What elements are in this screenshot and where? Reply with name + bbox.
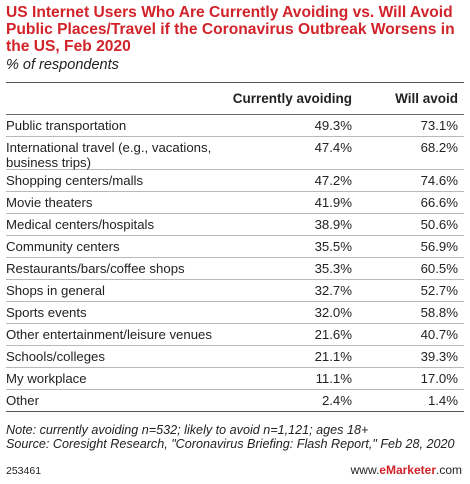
currently-avoiding-value: 21.6% bbox=[314, 327, 352, 342]
table-header: Currently avoiding Will avoid bbox=[6, 87, 464, 115]
table-row: Medical centers/hospitals 38.9% 50.6% bbox=[6, 214, 464, 236]
table-row: Shops in general 32.7% 52.7% bbox=[6, 280, 464, 302]
table-row: Movie theaters 41.9% 66.6% bbox=[6, 192, 464, 214]
will-avoid-value: 56.9% bbox=[420, 239, 458, 254]
table-row: Other 2.4% 1.4% bbox=[6, 390, 464, 412]
currently-avoiding-value: 32.0% bbox=[314, 305, 352, 320]
brand-suffix: .com bbox=[435, 463, 462, 477]
row-label: Other entertainment/leisure venues bbox=[6, 327, 212, 342]
currently-avoiding-value: 47.2% bbox=[314, 173, 352, 188]
will-avoid-value: 52.7% bbox=[420, 283, 458, 298]
row-label: Sports events bbox=[6, 305, 87, 320]
currently-avoiding-value: 49.3% bbox=[314, 118, 352, 133]
chart-subtitle: % of respondents bbox=[6, 57, 119, 73]
chart-title: US Internet Users Who Are Currently Avoi… bbox=[6, 4, 455, 55]
table-row: My workplace 11.1% 17.0% bbox=[6, 368, 464, 390]
will-avoid-value: 68.2% bbox=[420, 140, 458, 155]
row-label: Shopping centers/malls bbox=[6, 173, 144, 188]
row-label: Shops in general bbox=[6, 283, 105, 298]
row-label: Community centers bbox=[6, 239, 120, 254]
currently-avoiding-value: 2.4% bbox=[321, 393, 352, 408]
header-currently-avoiding: Currently avoiding bbox=[232, 91, 352, 106]
chart-id: 253461 bbox=[6, 465, 42, 477]
header-will-avoid: Will avoid bbox=[395, 91, 458, 106]
row-label: Other bbox=[6, 393, 39, 408]
will-avoid-value: 39.3% bbox=[420, 349, 458, 364]
will-avoid-value: 60.5% bbox=[420, 261, 458, 276]
will-avoid-value: 17.0% bbox=[420, 371, 458, 386]
row-label: Movie theaters bbox=[6, 195, 93, 210]
row-label: Schools/colleges bbox=[6, 349, 105, 364]
row-label: International travel (e.g., vacations, b… bbox=[6, 140, 212, 170]
row-label: Public transportation bbox=[6, 118, 127, 133]
currently-avoiding-value: 11.1% bbox=[315, 371, 352, 386]
table-row: Public transportation 49.3% 73.1% bbox=[6, 115, 464, 137]
brand-prefix: www. bbox=[350, 463, 380, 477]
will-avoid-value: 73.1% bbox=[420, 118, 458, 133]
will-avoid-value: 66.6% bbox=[420, 195, 458, 210]
currently-avoiding-value: 21.1% bbox=[314, 349, 352, 364]
data-table: Currently avoiding Will avoid Public tra… bbox=[6, 87, 464, 412]
currently-avoiding-value: 47.4% bbox=[314, 140, 352, 155]
table-row: Schools/colleges 21.1% 39.3% bbox=[6, 346, 464, 368]
table-row: Sports events 32.0% 58.8% bbox=[6, 302, 464, 324]
will-avoid-value: 50.6% bbox=[420, 217, 458, 232]
table-row: Other entertainment/leisure venues 21.6% 4… bbox=[6, 324, 464, 346]
will-avoid-value: 58.8% bbox=[420, 305, 458, 320]
brand-name: eMarketer bbox=[379, 463, 436, 477]
source-text: Source: Coresight Research, "Coronavirus… bbox=[6, 436, 455, 451]
emarketer-logo: www.eMarketer.com bbox=[351, 463, 462, 477]
table-body: Public transportation 49.3% 73.1% Internati… bbox=[6, 115, 464, 412]
note-text: Note: currently avoiding n=532; likely t… bbox=[6, 423, 369, 437]
chart-footnote: Note: currently avoiding n=532; likely t… bbox=[6, 423, 466, 451]
will-avoid-value: 74.6% bbox=[420, 173, 458, 188]
currently-avoiding-value: 32.7% bbox=[314, 283, 352, 298]
row-label: Restaurants/bars/coffee shops bbox=[6, 261, 185, 276]
top-rule bbox=[6, 82, 464, 83]
row-label: Medical centers/hospitals bbox=[6, 217, 155, 232]
currently-avoiding-value: 41.9% bbox=[314, 195, 352, 210]
table-row: International travel (e.g., vacations, b… bbox=[6, 137, 464, 170]
currently-avoiding-value: 35.3% bbox=[314, 261, 352, 276]
will-avoid-value: 1.4% bbox=[427, 393, 458, 408]
table-row: Shopping centers/malls 47.2% 74.6% bbox=[6, 170, 464, 192]
table-row: Community centers 35.5% 56.9% bbox=[6, 236, 464, 258]
will-avoid-value: 40.7% bbox=[420, 327, 458, 342]
table-row: Restaurants/bars/coffee shops 35.3% 60.5% bbox=[6, 258, 464, 280]
currently-avoiding-value: 38.9% bbox=[314, 217, 352, 232]
row-label: My workplace bbox=[6, 371, 87, 386]
currently-avoiding-value: 35.5% bbox=[314, 239, 352, 254]
